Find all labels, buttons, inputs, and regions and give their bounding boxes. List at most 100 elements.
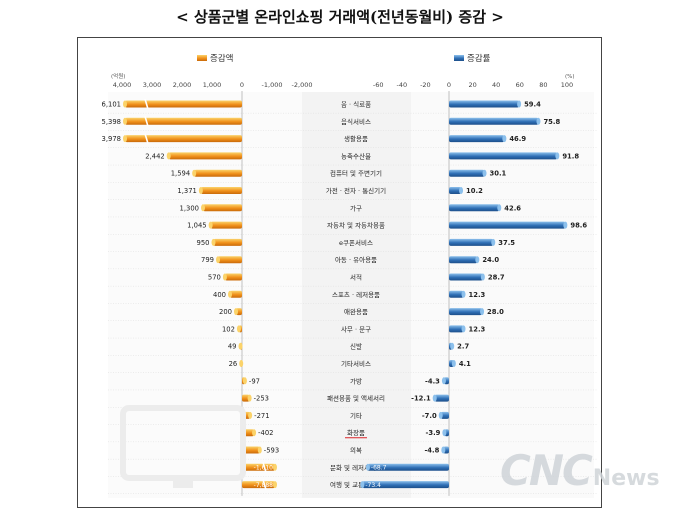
amount-bar xyxy=(210,221,242,229)
rate-bar-cap xyxy=(475,256,480,264)
amount-bar xyxy=(194,169,242,177)
rate-bar xyxy=(449,221,566,229)
rate-bar xyxy=(449,169,485,177)
rate-bar-cap xyxy=(438,411,443,419)
amount-bar-cap xyxy=(242,377,247,385)
rate-bar-cap xyxy=(482,169,487,177)
amount-bar-cap xyxy=(123,117,127,125)
category-label: 기타 xyxy=(350,411,362,420)
amount-bar-cap xyxy=(236,325,241,333)
watermark-suffix: News xyxy=(592,466,660,491)
rate-plot-area xyxy=(411,92,594,498)
amount-value-label: 3,978 xyxy=(102,135,121,143)
rate-bar-cap xyxy=(461,325,466,333)
rate-bar xyxy=(449,100,520,108)
amount-bar-cap xyxy=(247,394,252,402)
amount-tick-label: 0 xyxy=(240,81,244,89)
legend-label-rate: 증감률 xyxy=(467,53,491,64)
rate-value-label: 28.0 xyxy=(487,308,504,316)
category-label: 가방 xyxy=(350,376,362,385)
legend-swatch-amount xyxy=(197,55,207,61)
amount-bar xyxy=(125,117,242,125)
amount-bar-cap xyxy=(216,256,221,264)
rate-bar-cap xyxy=(517,100,522,108)
amount-bar-cap xyxy=(252,429,257,437)
amount-bar-cap xyxy=(192,169,197,177)
rate-bar xyxy=(449,135,505,143)
amount-value-label: -1,610 xyxy=(254,465,274,472)
rate-bar-cap xyxy=(480,273,485,281)
rate-bar-cap xyxy=(432,394,437,402)
category-label: 가전 · 전자 · 통신기기 xyxy=(326,186,386,195)
amount-value-label: -271 xyxy=(254,412,269,420)
amount-value-label: 1,045 xyxy=(187,222,206,230)
amount-tick-label: 1,000 xyxy=(203,81,222,89)
rate-value-label: 42.6 xyxy=(504,204,521,212)
rate-tick-label: 40 xyxy=(492,81,500,89)
rate-unit-label: (%) xyxy=(565,74,575,80)
category-label: 스포츠 · 레저용품 xyxy=(332,290,380,299)
amount-bar xyxy=(218,256,242,264)
amount-bar-cap xyxy=(166,152,171,160)
rate-bar xyxy=(449,273,483,281)
amount-bar-cap xyxy=(198,187,203,194)
legend-label-amount: 증감액 xyxy=(210,53,233,64)
amount-plot-area xyxy=(108,92,302,498)
amount-tick-label: 4,000 xyxy=(113,81,132,89)
amount-unit-label: (억원) xyxy=(111,72,125,80)
category-label: 농축수산물 xyxy=(341,151,371,160)
axis-break-mark xyxy=(144,98,149,110)
category-label: 가구 xyxy=(350,203,362,212)
amount-bar xyxy=(242,481,275,489)
rate-value-label: -73.4 xyxy=(365,482,381,489)
category-label: 여행 및 교통서비스 xyxy=(330,480,382,489)
amount-value-label: 200 xyxy=(219,308,232,316)
category-label: 신발 xyxy=(350,342,362,351)
rate-value-label: -68.7 xyxy=(371,465,387,472)
category-label: 생활용품 xyxy=(344,134,368,143)
watermark-brand: CNC xyxy=(500,446,593,495)
amount-bar xyxy=(125,135,242,143)
amount-bar xyxy=(168,152,242,160)
amount-value-label: 950 xyxy=(197,239,210,247)
rate-bar-cap xyxy=(491,238,496,246)
rate-value-label: 59.4 xyxy=(524,101,541,109)
category-label: 서적 xyxy=(350,273,362,282)
amount-value-label: -593 xyxy=(264,447,279,455)
amount-value-label: 5,398 xyxy=(102,118,121,126)
rate-value-label: 2.7 xyxy=(457,343,469,351)
rate-bar xyxy=(434,394,449,402)
amount-bar-cap xyxy=(234,308,238,316)
rate-bar-cap xyxy=(360,481,365,489)
rate-tick-label: -40 xyxy=(396,81,407,89)
rate-bar-cap xyxy=(497,204,502,212)
amount-tick-label: 3,000 xyxy=(143,81,162,89)
amount-value-label: 6,101 xyxy=(102,101,121,109)
category-label: 화장품 xyxy=(347,428,365,437)
rate-bar xyxy=(449,187,462,194)
rate-value-label: -7.0 xyxy=(422,412,437,420)
rate-bar xyxy=(449,290,464,298)
rate-value-label: -12.1 xyxy=(411,395,431,403)
rate-value-label: 10.2 xyxy=(466,187,483,195)
rate-bar xyxy=(449,308,483,316)
category-label: 기타서비스 xyxy=(341,359,371,368)
amount-tick-label: -1,000 xyxy=(262,81,283,89)
axis-break-mark xyxy=(262,462,267,473)
category-label: 사무 · 문구 xyxy=(341,324,371,333)
rate-value-label: 30.1 xyxy=(490,170,507,178)
amount-bar-cap xyxy=(248,411,253,419)
rate-value-label: 12.3 xyxy=(469,291,486,299)
amount-bar-cap xyxy=(201,204,205,212)
amount-bar xyxy=(125,100,242,108)
amount-bar-cap xyxy=(228,290,232,298)
amount-bar-cap xyxy=(273,481,277,489)
axis-break-mark xyxy=(144,133,149,144)
amount-bar-cap xyxy=(239,360,244,367)
rate-bar xyxy=(449,117,539,125)
rate-bar xyxy=(449,325,464,333)
amount-value-label: 570 xyxy=(208,274,221,282)
rate-bar-cap xyxy=(450,342,455,350)
amount-bar xyxy=(242,446,260,454)
amount-bar xyxy=(224,273,242,281)
